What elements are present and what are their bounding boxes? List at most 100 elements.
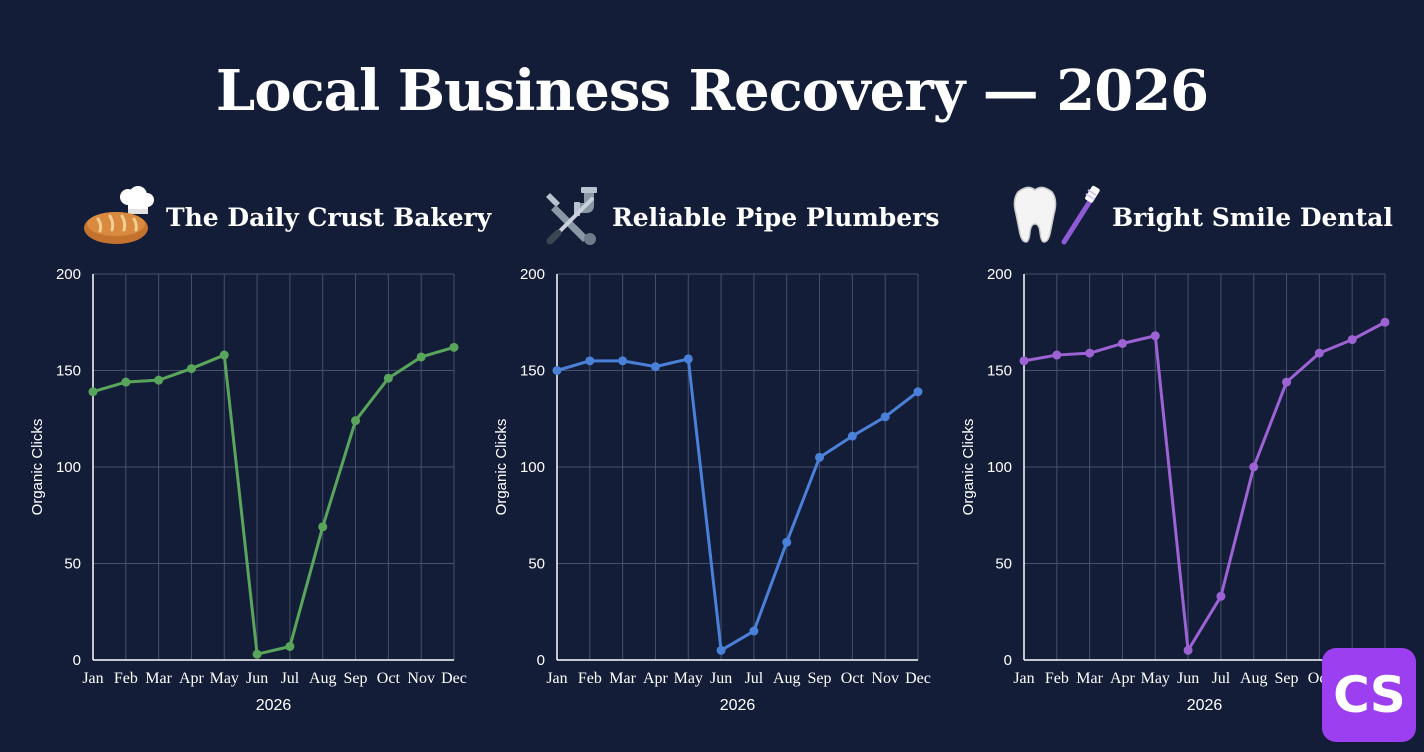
- data-point: [416, 352, 426, 362]
- data-point: [252, 649, 262, 659]
- data-point: [88, 387, 98, 397]
- x-tick-label: Jan: [82, 670, 103, 687]
- chart-title-plumbers: Reliable Pipe Plumbers: [612, 202, 940, 232]
- data-point: [1117, 338, 1127, 348]
- chart-bakery: 0 50 100 150 200 Jan Feb Mar Apr May Jun Jul Aug Sep O…: [29, 266, 467, 714]
- data-point: [219, 350, 229, 360]
- data-point: [749, 626, 759, 636]
- data-point: [1347, 335, 1357, 345]
- data-point: [1216, 591, 1226, 601]
- x-axis-label: 2026: [256, 697, 292, 714]
- x-tick-label: Mar: [609, 670, 636, 687]
- y-tick-label: 150: [56, 363, 81, 380]
- y-tick-label: 150: [987, 363, 1012, 380]
- series-line-bakery: [91, 345, 456, 656]
- x-tick-label: May: [1141, 670, 1170, 687]
- x-tick-label: Sep: [344, 670, 368, 687]
- panel-header-bakery: The Daily Crust Bakery: [84, 182, 491, 252]
- x-tick-label: Feb: [114, 670, 138, 687]
- x-tick-label: Apr: [179, 670, 205, 687]
- y-tick-label: 50: [528, 556, 545, 573]
- data-point: [449, 342, 459, 352]
- data-point: [815, 452, 825, 462]
- data-point: [1282, 377, 1292, 387]
- data-point: [683, 354, 693, 364]
- x-tick-label: Dec: [441, 670, 467, 687]
- data-point: [186, 364, 196, 374]
- chart-dental: 0 50 100 150 200 Jan Feb Mar Apr May Jun Jul Aug Sep O…: [960, 266, 1398, 714]
- data-point: [585, 356, 595, 366]
- x-tick-label: Nov: [871, 670, 899, 687]
- chart-title-dental: Bright Smile Dental: [1112, 202, 1393, 232]
- x-tick-label: Aug: [309, 670, 337, 687]
- y-tick-label: 50: [64, 556, 81, 573]
- data-point: [1052, 350, 1062, 360]
- x-tick-label: Feb: [1045, 670, 1069, 687]
- x-tick-label: Oct: [841, 670, 865, 687]
- x-tick-label: Aug: [773, 670, 801, 687]
- bread-icon: [84, 183, 156, 252]
- series-line-dental: [1022, 320, 1387, 652]
- chart-title-bakery: The Daily Crust Bakery: [166, 202, 492, 232]
- wrench-pipe-icon: [544, 185, 602, 250]
- x-tick-label: Jan: [546, 670, 567, 687]
- tooth-icon: [1012, 184, 1058, 251]
- data-point: [351, 416, 361, 426]
- x-axis-label: 2026: [720, 697, 756, 714]
- data-point: [650, 362, 660, 372]
- data-point: [618, 356, 628, 366]
- y-axis-label: Organic Clicks: [960, 419, 977, 516]
- y-tick-label: 100: [520, 459, 545, 476]
- x-tick-label: Mar: [145, 670, 172, 687]
- x-tick-label: Oct: [377, 670, 401, 687]
- x-tick-label: Apr: [1110, 670, 1136, 687]
- data-point: [318, 522, 328, 532]
- x-tick-label: Jun: [710, 670, 732, 687]
- data-point: [383, 373, 393, 383]
- x-tick-label: Jul: [745, 670, 764, 687]
- y-tick-label: 200: [987, 266, 1012, 283]
- data-point: [913, 387, 923, 397]
- data-point: [1314, 348, 1324, 358]
- page-title: Local Business Recovery — 2026: [215, 58, 1209, 124]
- x-tick-label: May: [210, 670, 239, 687]
- data-point: [716, 645, 726, 655]
- y-tick-label: 100: [987, 459, 1012, 476]
- cs-logo-badge: CS: [1322, 648, 1416, 742]
- x-tick-label: Apr: [643, 670, 669, 687]
- data-point: [1085, 348, 1095, 358]
- y-axis-label: Organic Clicks: [29, 419, 46, 516]
- x-tick-label: May: [674, 670, 703, 687]
- x-tick-label: Aug: [1240, 670, 1268, 687]
- y-tick-label: 50: [995, 556, 1012, 573]
- x-tick-label: Jan: [1013, 670, 1034, 687]
- x-tick-label: Jul: [281, 670, 300, 687]
- x-tick-label: Nov: [407, 670, 435, 687]
- x-tick-label: Dec: [905, 670, 931, 687]
- x-axis-label: 2026: [1187, 697, 1223, 714]
- data-point: [847, 431, 857, 441]
- x-tick-label: Feb: [578, 670, 602, 687]
- panel-header-dental: Bright Smile Dental: [1012, 182, 1393, 252]
- data-point: [552, 366, 562, 375]
- y-axis-label: Organic Clicks: [493, 419, 510, 516]
- series-line-plumbers: [555, 357, 920, 652]
- data-point: [1150, 331, 1160, 341]
- y-tick-label: 100: [56, 459, 81, 476]
- data-point: [1380, 317, 1390, 327]
- data-point: [285, 641, 295, 651]
- y-tick-label: 0: [537, 652, 545, 669]
- data-point: [154, 375, 164, 385]
- toothbrush-icon: [1058, 184, 1102, 251]
- x-tick-label: Sep: [808, 670, 832, 687]
- x-tick-label: Jul: [1212, 670, 1231, 687]
- y-tick-label: 0: [73, 652, 81, 669]
- x-tick-label: Jun: [246, 670, 268, 687]
- data-point: [1183, 645, 1193, 655]
- data-point: [880, 412, 890, 422]
- y-tick-label: 200: [56, 266, 81, 283]
- data-point: [782, 537, 792, 547]
- y-tick-label: 0: [1004, 652, 1012, 669]
- x-tick-label: Sep: [1275, 670, 1299, 687]
